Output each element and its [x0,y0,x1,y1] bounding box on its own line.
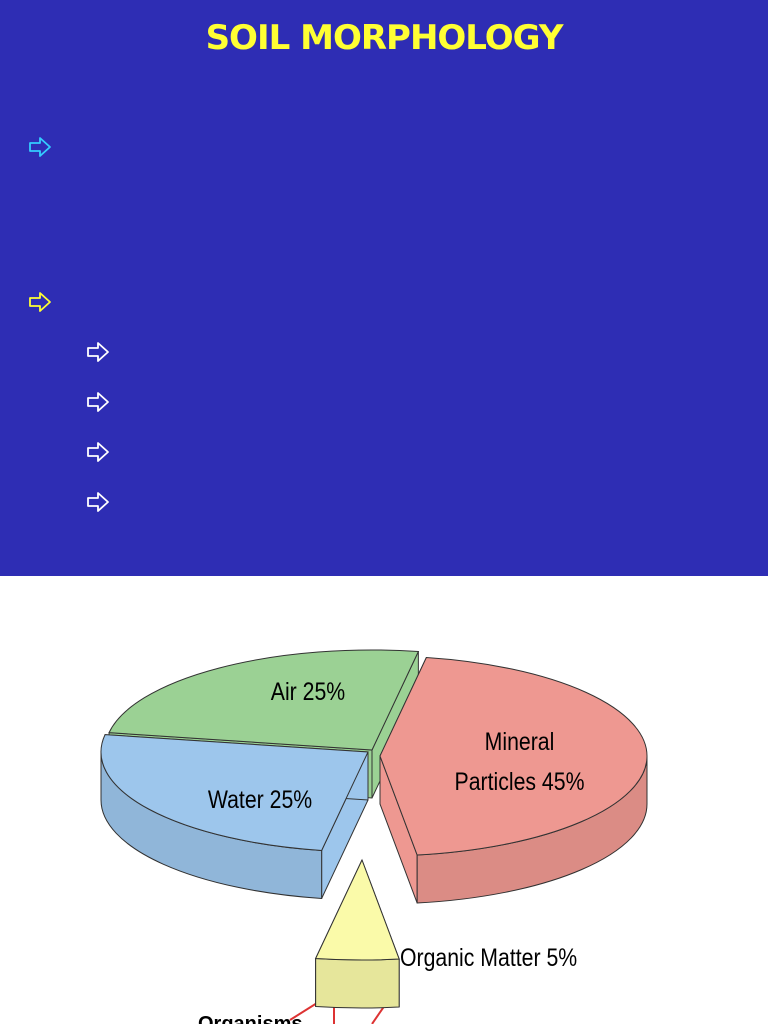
slide-title: SOIL MORPHOLOGY [205,18,564,58]
slice-name: Water [207,786,264,814]
slice-name: Air [270,678,297,706]
pie-slice [100,734,369,852]
slice-value: 5% [546,944,578,972]
bullet-arrow [87,492,109,512]
bullet-arrow [29,292,51,312]
slide-top: SOIL MORPHOLOGY [0,0,768,576]
bullet-arrow [87,392,109,412]
pie-slice [379,656,648,856]
slice-value: 25% [302,678,346,706]
slice-label: Organic Matter 5% [400,938,672,978]
slice-name: Mineral Particles [454,728,555,796]
bullets [29,137,109,512]
slice-value: 25% [269,786,313,814]
bullet-arrow [29,137,51,157]
pie-slice [314,858,400,961]
slice-label: Water 25% [175,780,345,820]
slice-name: Organic Matter [400,944,541,972]
slice-label: Air 25% [223,672,393,712]
bullet-arrow [87,342,109,362]
pie-slice [108,649,420,751]
slice-side-shade [101,752,322,899]
bullet-arrow [87,442,109,462]
slice-side-shade [315,958,400,1008]
slice-label: Mineral Particles 45% [445,722,594,802]
slice-side-shade [417,756,647,904]
annotation: Organisms [198,1013,302,1024]
pie-tops [100,649,648,961]
slice-value: 45% [541,768,585,796]
